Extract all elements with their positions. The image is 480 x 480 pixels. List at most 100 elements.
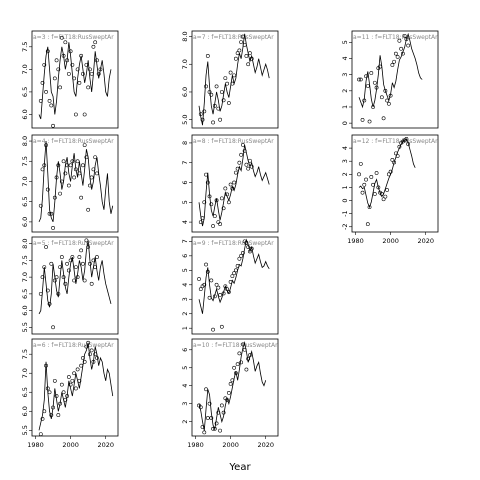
data-point [226, 390, 231, 395]
data-point [40, 416, 45, 421]
y-tick-label: 1 [181, 326, 189, 330]
data-point [211, 426, 215, 431]
data-point [248, 158, 252, 163]
data-point [82, 359, 87, 364]
data-point [249, 56, 254, 61]
x-axis-title: Year [228, 462, 251, 473]
data-point [52, 195, 57, 200]
data-point [211, 224, 215, 228]
data-point [395, 54, 400, 59]
panel-frame [351, 30, 439, 129]
data-point [70, 62, 75, 67]
data-point [248, 353, 252, 358]
data-point [374, 85, 379, 90]
data-point [95, 356, 99, 360]
data-point [68, 258, 73, 263]
data-point [65, 394, 70, 398]
data-point [65, 58, 70, 63]
panel-frame [191, 338, 279, 437]
data-point [237, 351, 242, 356]
data-point [202, 282, 207, 287]
data-point [65, 163, 70, 168]
data-point [44, 245, 48, 249]
data-point [44, 90, 48, 94]
data-point [369, 71, 374, 75]
data-point [390, 63, 395, 67]
data-point [86, 85, 91, 90]
data-point [221, 206, 226, 211]
y-tick-label: 6.5 [21, 87, 29, 97]
data-point [233, 56, 238, 61]
data-point [360, 190, 365, 195]
data-point [235, 264, 240, 268]
data-point [372, 192, 377, 196]
y-tick-label: 7.5 [21, 349, 29, 359]
data-point [216, 106, 221, 111]
data-point [95, 58, 99, 63]
data-point [58, 85, 62, 90]
y-tick-label: 5.5 [21, 322, 29, 332]
data-point [404, 137, 409, 141]
data-point [49, 103, 54, 108]
panel-frame [351, 134, 439, 233]
y-tick-label: -2 [341, 224, 349, 230]
data-point [89, 281, 94, 286]
y-tick-label: 6 [181, 180, 189, 184]
data-point [395, 154, 400, 158]
data-point [218, 117, 222, 122]
data-point [200, 117, 205, 122]
data-point [54, 58, 59, 63]
data-point [225, 398, 230, 402]
data-point [218, 293, 222, 297]
data-point [240, 142, 245, 147]
y-tick-label: 3 [341, 73, 349, 77]
panel-5: a=7 : f=FLT18:RusSweptAr 5.0 6.0 7.0 8.0 [181, 30, 279, 129]
y-tick-label: 3 [181, 402, 189, 406]
data-point [406, 43, 411, 48]
panel-strip-label: a=10 : f=FLT18:RusSweptAr [193, 342, 278, 349]
x-tick-label: 2020 [257, 441, 274, 449]
data-point [242, 148, 247, 153]
data-point [383, 88, 388, 93]
data-point [52, 378, 57, 383]
data-point [58, 401, 62, 406]
data-point [204, 262, 208, 267]
data-point [226, 200, 231, 205]
panel-strip-label: a=9 : f=FLT18:RusSweptAr [193, 240, 274, 247]
data-point [68, 163, 73, 168]
data-point [77, 80, 82, 85]
data-point [88, 261, 92, 266]
data-point [42, 265, 47, 270]
data-point [216, 410, 221, 415]
data-point [72, 278, 77, 283]
data-point [388, 93, 393, 98]
data-point [390, 158, 395, 162]
data-point [82, 112, 87, 117]
data-point [357, 77, 361, 82]
data-point [56, 291, 61, 296]
data-point [40, 80, 45, 85]
data-point [209, 92, 214, 97]
y-tick-label: 7.0 [21, 176, 29, 186]
data-point [81, 356, 85, 360]
data-point [235, 51, 240, 56]
y-tick-label: 2 [341, 89, 349, 93]
data-point [212, 426, 217, 431]
data-point [51, 405, 55, 410]
data-point [66, 71, 71, 76]
data-point [59, 255, 64, 259]
y-tick-label: 3 [181, 297, 189, 301]
data-point [216, 285, 221, 290]
panel-4: a=6 : f=FLT18:RusSweptAr 5.5 6.0 6.5 7.0 7.5 1… [21, 338, 119, 449]
data-point [367, 205, 372, 209]
data-point [233, 371, 238, 376]
data-point [235, 362, 240, 367]
data-point [198, 220, 203, 225]
data-point [79, 248, 84, 253]
data-point [47, 390, 52, 395]
data-point [212, 103, 217, 108]
y-tick-label: -1 [341, 210, 349, 216]
data-point [397, 144, 402, 149]
data-point [45, 49, 50, 54]
data-point [230, 378, 235, 383]
